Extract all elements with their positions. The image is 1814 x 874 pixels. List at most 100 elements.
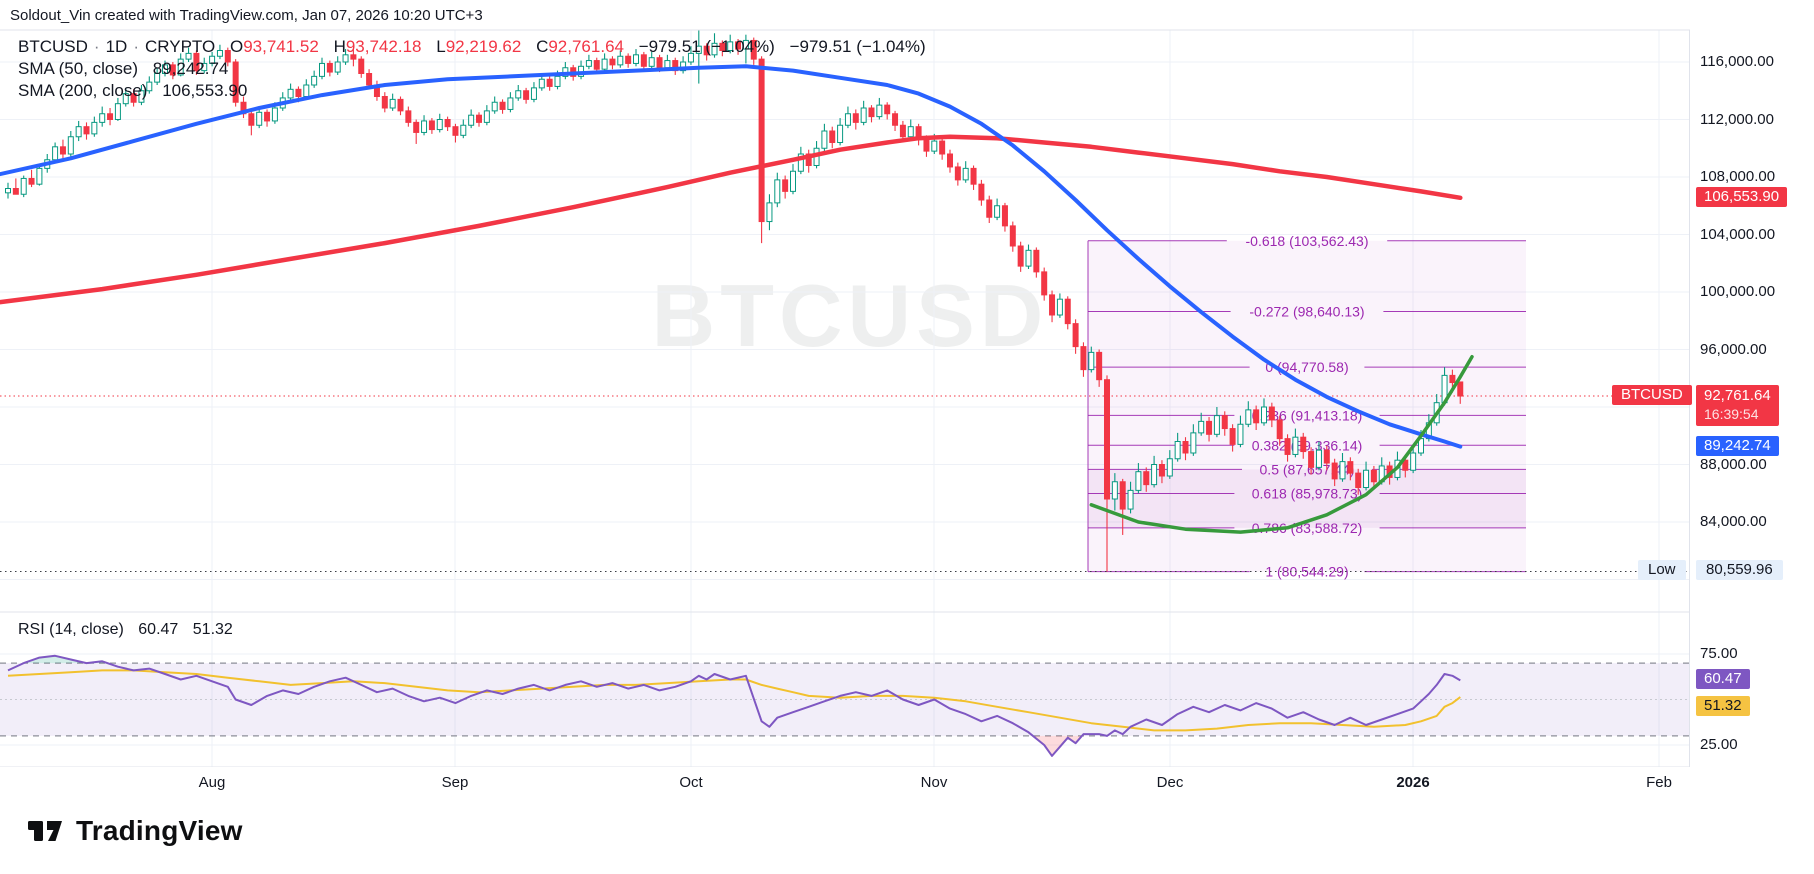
candle-body (1253, 409, 1260, 424)
candle-body (1135, 471, 1142, 491)
legend-change-2: −979.51 (−1.04%) (789, 37, 926, 56)
candle-body (711, 42, 718, 56)
sma200-line[interactable] (0, 134, 1463, 305)
legend-low-value: 92,219.62 (445, 37, 522, 56)
candle-body (625, 55, 632, 64)
candle-body (640, 54, 647, 67)
candle-body (774, 179, 781, 204)
candle (1166, 450, 1173, 479)
candle-body (483, 110, 490, 123)
tradingview-logo[interactable]: TradingView (28, 815, 243, 847)
candle (633, 49, 639, 67)
candle-body (350, 54, 357, 60)
time-axis-label: Dec (1156, 774, 1184, 791)
candle (617, 50, 624, 68)
candle-body (248, 113, 255, 126)
candle-body (1213, 415, 1220, 435)
candle-body (1339, 461, 1346, 480)
candle-body (523, 90, 530, 100)
candle (978, 179, 985, 206)
candle-body (876, 104, 883, 118)
legend-dot-2: · (133, 37, 139, 56)
fib-level-label: 0 (94,770.58) (1265, 359, 1348, 375)
candle (640, 51, 647, 71)
candle-body (1104, 379, 1110, 500)
candle (1457, 381, 1464, 404)
candle (884, 102, 891, 120)
candle-body (75, 126, 82, 138)
candle (1190, 424, 1197, 456)
candle-body (892, 113, 899, 126)
candles-layer (5, 30, 1464, 572)
candle (1363, 461, 1370, 491)
rsi-axis-tick: 75.00 (1700, 645, 1738, 662)
candle-body (1127, 489, 1134, 510)
trend-curve-drawing[interactable] (1089, 354, 1474, 534)
price-axis-tick: 100,000.00 (1700, 283, 1776, 300)
candle-body (931, 140, 938, 152)
candle (515, 85, 522, 101)
legend-open-key: O (229, 37, 244, 56)
rsi-ma-line[interactable] (7, 669, 1461, 732)
candle-body (1206, 420, 1213, 435)
rsi-line[interactable] (7, 654, 1461, 757)
candle-body (1261, 406, 1267, 424)
candle-body (169, 64, 176, 76)
candle (67, 131, 74, 157)
candle-body (860, 107, 867, 123)
legend-symbol-row[interactable]: BTCUSD · 1D · CRYPTO O93,741.52 H93,742.18 L… (18, 36, 926, 58)
candle-body (1449, 374, 1456, 384)
candle-body (1096, 351, 1103, 381)
candle (405, 106, 412, 127)
candle-body (185, 52, 192, 60)
candle-body (287, 88, 294, 99)
candle-body (413, 121, 420, 133)
time-axis[interactable]: Aug Sep Oct Nov Dec 2026 Feb (0, 767, 1690, 797)
fib-zone-fill (1088, 240, 1526, 572)
low-marker-chip: Low (1638, 560, 1686, 580)
candle-body (224, 50, 231, 63)
candle-body (28, 177, 35, 185)
candle (1001, 202, 1008, 232)
rsi-legend-row[interactable]: RSI (14, close) 60.47 51.32 (18, 621, 233, 639)
candle (1221, 411, 1228, 436)
fib-retracement[interactable]: -0.618 (103,562.43) -0.272 (98,640.13) 0 (… (1087, 233, 1526, 580)
candle-body (821, 130, 828, 149)
candle (12, 178, 19, 195)
rsi-oversold-fill (1033, 735, 1082, 756)
candle-body (852, 113, 859, 123)
chart-canvas[interactable]: -0.618 (103,562.43) -0.272 (98,640.13) 0 (… (0, 0, 1690, 874)
legend-sma50-row[interactable]: SMA (50, close) 89,242.74 (18, 58, 926, 80)
candle (59, 139, 66, 160)
candle-body (59, 146, 66, 155)
candle (1104, 375, 1110, 572)
candle-body (162, 64, 168, 74)
candle-body (790, 170, 796, 192)
candle-body (264, 111, 271, 122)
candle (1182, 437, 1189, 461)
candle-body (554, 75, 561, 87)
sma50-line[interactable] (0, 64, 1463, 449)
price-axis[interactable]: 116,000.00 112,000.00 108,000.00 104,000.00… (1690, 0, 1814, 797)
candle (1292, 428, 1299, 458)
candle (5, 182, 11, 199)
candle (114, 97, 121, 121)
candle-body (52, 146, 59, 161)
footer: TradingView (0, 797, 1814, 874)
candle (750, 37, 757, 65)
candle-body (1331, 462, 1338, 480)
candle-body (680, 61, 687, 72)
candle (1158, 460, 1165, 484)
candle (609, 56, 616, 70)
legend-sma200-row[interactable]: SMA (200, close) 106,553.90 (18, 80, 926, 102)
candle (852, 109, 859, 130)
candle (334, 56, 341, 75)
candle (36, 164, 43, 186)
time-axis-label: 2026 (1396, 774, 1430, 791)
candle (1064, 296, 1071, 330)
candle-body (1237, 423, 1244, 445)
candle-body (766, 202, 773, 223)
candle-body (193, 52, 200, 72)
price-axis-tick: 96,000.00 (1700, 341, 1767, 358)
